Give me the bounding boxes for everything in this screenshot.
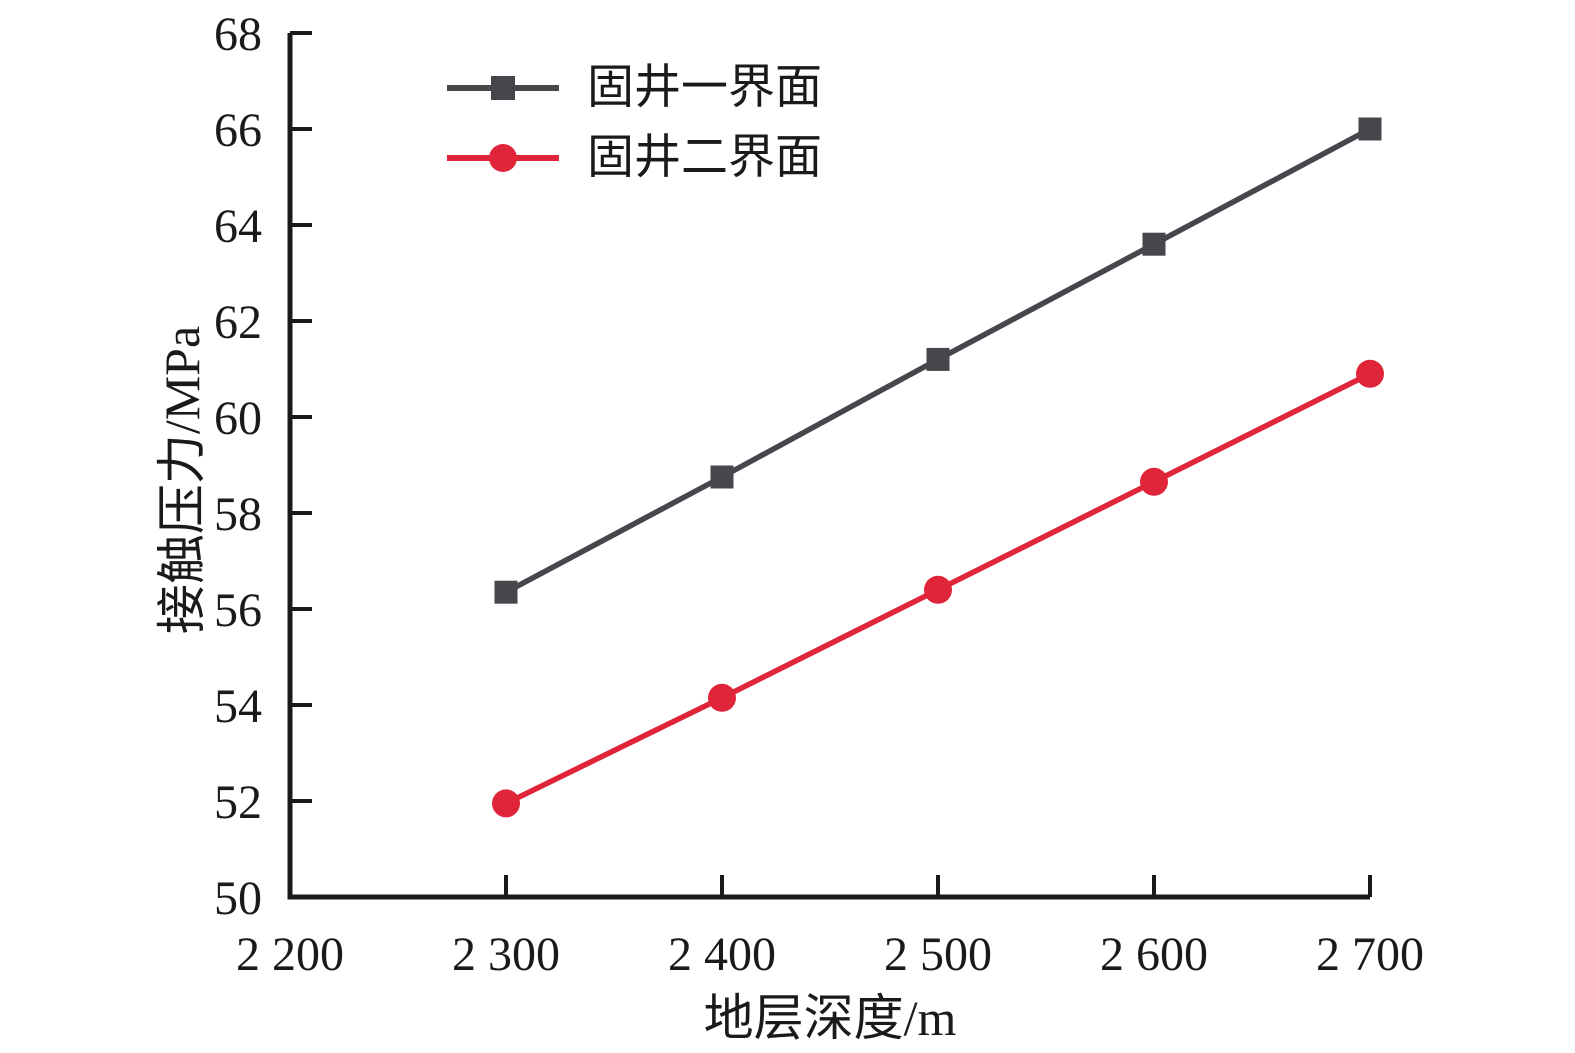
y-tick-label-56: 56 <box>214 584 262 637</box>
y-tick-label-64: 64 <box>214 200 262 253</box>
series-1-swatch <box>447 60 559 116</box>
series-2-marker-2300 <box>492 789 520 818</box>
x-tick-label-2300: 2 300 <box>452 928 560 981</box>
y-tick-label-60: 60 <box>214 392 262 445</box>
legend-item-series-2: 固井二界面 <box>447 130 822 186</box>
x-tick-label-2700: 2 700 <box>1316 928 1424 981</box>
series-2-marker-2500 <box>924 575 952 604</box>
series-1-marker-2600 <box>1142 232 1166 256</box>
y-tick-label-66: 66 <box>214 104 262 157</box>
series-2-circle-marker-icon <box>489 144 517 172</box>
series-1-marker-2400 <box>710 465 734 489</box>
x-tick-label-2600: 2 600 <box>1100 928 1208 981</box>
y-tick-label-58: 58 <box>214 488 262 541</box>
series-2-marker-2400 <box>708 683 736 712</box>
y-tick-label-68: 68 <box>214 8 262 61</box>
y-tick-label-62: 62 <box>214 296 262 349</box>
legend-label-series-1: 固井一界面 <box>587 62 822 114</box>
y-axis-title: 接触压力/MPa <box>154 325 210 635</box>
legend: 固井一界面 固井二界面 <box>447 60 822 186</box>
series-1-marker-2300 <box>494 580 518 604</box>
series-2-marker-2600 <box>1140 467 1168 496</box>
series-2-marker-2700 <box>1356 359 1384 388</box>
series-1-marker-2500 <box>926 347 950 371</box>
legend-item-series-1: 固井一界面 <box>447 60 822 116</box>
series-2-swatch <box>447 130 559 186</box>
series-1-square-marker-icon <box>491 76 515 100</box>
x-tick-label-2400: 2 400 <box>668 928 776 981</box>
x-axis-title: 地层深度/m <box>703 990 957 1046</box>
x-tick-label-2200: 2 200 <box>236 928 344 981</box>
series-1-marker-2700 <box>1358 117 1382 141</box>
y-tick-label-52: 52 <box>214 776 262 829</box>
legend-label-series-2: 固井二界面 <box>587 132 822 184</box>
y-tick-label-50: 50 <box>214 872 262 925</box>
y-tick-label-54: 54 <box>214 680 262 733</box>
x-tick-label-2500: 2 500 <box>884 928 992 981</box>
